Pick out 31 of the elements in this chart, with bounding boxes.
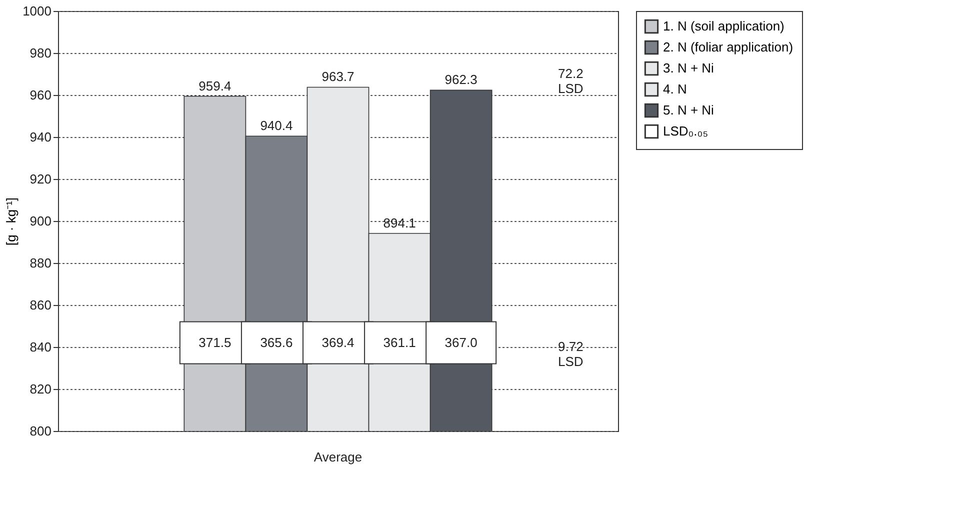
data-label: 940.4 (260, 118, 293, 134)
y-tick-label: 880 (30, 256, 52, 270)
annotation: 369.4 (322, 334, 354, 350)
annotation: 367.0 (444, 334, 478, 350)
y-tick-label: 940 (30, 130, 52, 144)
legend-label: 3. N + Ni (663, 60, 714, 76)
annotation: 9.72 LSD (558, 339, 584, 369)
y-tick-label: 920 (30, 172, 52, 186)
annotation: 361.1 (383, 334, 416, 350)
legend-label: 2. N (foliar application) (663, 40, 794, 54)
data-label: 962.3 (444, 72, 478, 88)
data-label: 959.4 (198, 78, 232, 94)
legend-label: LSD₀.₀₅ (663, 124, 708, 138)
y-tick-label: 1000 (22, 4, 52, 18)
y-tick-label: 860 (30, 298, 52, 312)
annotation: 371.5 (198, 334, 232, 350)
y-tick-label: 840 (30, 340, 52, 354)
y-tick-label: 960 (30, 88, 52, 102)
data-label: 894.1 (383, 215, 416, 230)
data-label: 963.7 (322, 69, 354, 84)
y-tick-label: 800 (30, 424, 52, 438)
legend-label: 1. N (soil application) (663, 18, 784, 34)
y-tick-label: 900 (30, 214, 52, 228)
legend-label: 4. N (663, 82, 687, 96)
annotation: 72.2 LSD (558, 66, 584, 96)
x-tick-label: Average (314, 450, 362, 464)
y-tick-label: 980 (30, 46, 52, 60)
y-tick-label: 820 (30, 382, 52, 396)
legend-label: 5. N + Ni (663, 102, 714, 118)
annotation: 365.6 (260, 334, 293, 350)
y-axis-title: [g · kg⁻¹] (4, 197, 19, 246)
